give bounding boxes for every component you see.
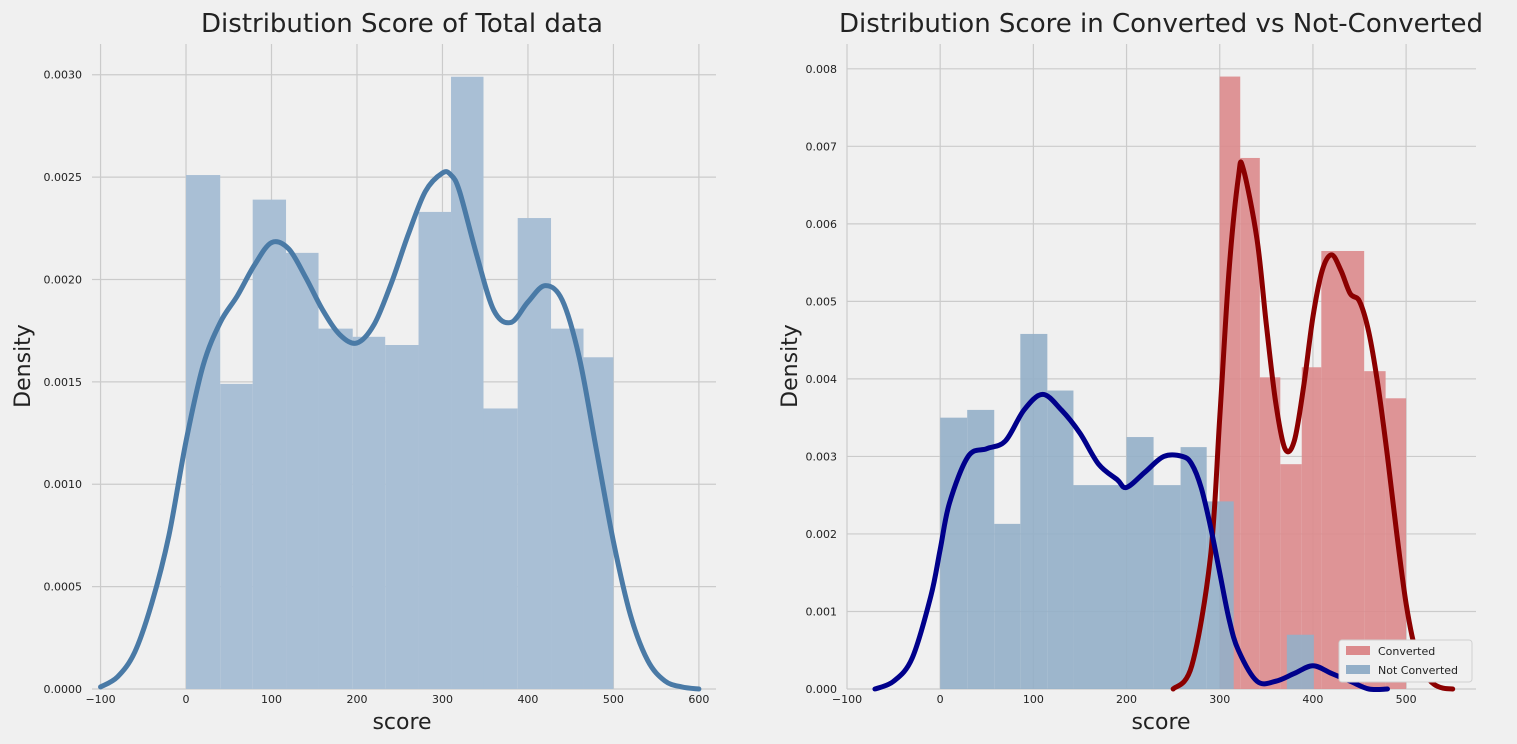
legend-swatch-not-converted	[1346, 665, 1370, 674]
legend-label-converted: Converted	[1378, 645, 1435, 658]
y-tick-label: 0.0005	[44, 581, 83, 594]
histogram-bar	[220, 383, 253, 689]
histogram-bar	[1364, 371, 1386, 689]
histogram-bar	[1301, 367, 1322, 689]
x-tick-label: 200	[346, 693, 367, 706]
y-tick-label: 0.0010	[44, 478, 83, 491]
x-tick-labels: −100 0 100 200 300 400 500	[832, 693, 1417, 706]
histogram-bar	[1259, 377, 1281, 689]
histogram-bar	[1240, 157, 1260, 690]
x-tick-label: −100	[85, 693, 115, 706]
total-distribution-chart: Distribution Score of Total data −100 0 10…	[11, 9, 716, 735]
y-tick-label: 0.0015	[44, 376, 83, 389]
y-tick-label: 0.005	[806, 295, 838, 308]
y-tick-label: 0.001	[806, 605, 838, 618]
histogram-bar	[286, 252, 319, 689]
y-axis-label: Density	[11, 324, 36, 408]
legend-box	[1338, 639, 1473, 683]
x-tick-label: 500	[603, 693, 624, 706]
histogram-bar	[967, 409, 995, 689]
y-tick-label: 0.0020	[44, 273, 83, 286]
histogram-bars	[186, 76, 614, 690]
histogram-bar	[1047, 390, 1074, 689]
chart-title: Distribution Score of Total data	[201, 9, 603, 39]
histogram-bar	[352, 336, 386, 689]
x-tick-label: 400	[1302, 693, 1323, 706]
x-axis-label: score	[1131, 710, 1190, 735]
histogram-bar	[1073, 485, 1127, 689]
kde-curves	[872, 159, 1456, 693]
kde-line	[872, 391, 1390, 693]
x-tick-label: 300	[432, 693, 453, 706]
y-tick-labels: 0.0000 0.0005 0.0010 0.0015 0.0020 0.0025 0.00…	[44, 69, 83, 696]
histogram-bar	[385, 345, 419, 689]
histogram-bar	[1280, 464, 1302, 689]
histogram-bar	[1153, 485, 1181, 689]
x-tick-labels: −100 0 100 200 300 400 500 600	[85, 693, 709, 706]
y-tick-label: 0.0000	[44, 683, 83, 696]
histogram-bar	[1321, 250, 1365, 689]
x-tick-label: 100	[261, 693, 282, 706]
x-tick-label: 600	[688, 693, 709, 706]
x-tick-label: 300	[1209, 693, 1230, 706]
y-tick-label: 0.006	[806, 218, 838, 231]
x-tick-label: 100	[1023, 693, 1044, 706]
x-tick-label: −100	[832, 693, 862, 706]
histogram-bar	[186, 175, 221, 690]
x-tick-label: 200	[1116, 693, 1137, 706]
histogram-bar	[994, 523, 1021, 689]
histogram-bar	[1286, 634, 1314, 689]
y-tick-label: 0.003	[806, 450, 838, 463]
x-tick-label: 0	[937, 693, 944, 706]
chart-title: Distribution Score in Converted vs Not-C…	[839, 9, 1483, 39]
y-tick-label: 0.002	[806, 528, 838, 541]
legend-swatch-converted	[1346, 646, 1370, 655]
y-tick-label: 0.007	[806, 140, 838, 153]
histogram-bar	[451, 76, 484, 689]
y-tick-labels: 0.000 0.001 0.002 0.003 0.004 0.005 0.006 0.007…	[806, 63, 838, 696]
x-axis-label: score	[372, 710, 431, 735]
converted-vs-notconverted-chart: Distribution Score in Converted vs Not-C…	[778, 9, 1483, 735]
y-tick-label: 0.008	[806, 63, 838, 76]
histogram-bar	[1020, 333, 1048, 689]
legend: Converted Not Converted	[1338, 639, 1473, 683]
x-tick-label: 0	[183, 693, 190, 706]
histogram-bar	[551, 328, 584, 689]
kde-line	[1170, 159, 1456, 692]
kde-curves	[98, 169, 702, 692]
y-tick-label: 0.004	[806, 373, 838, 386]
kde-line	[98, 169, 702, 692]
y-tick-label: 0.0030	[44, 69, 83, 82]
histogram-bar	[252, 199, 287, 689]
histogram-bar	[318, 328, 353, 689]
legend-label-not-converted: Not Converted	[1378, 664, 1458, 677]
y-tick-label: 0.000	[806, 683, 838, 696]
histogram-bar	[940, 417, 968, 689]
histogram-bar	[517, 218, 552, 690]
histogram-bar	[418, 211, 452, 689]
y-axis-label: Density	[778, 324, 803, 408]
x-tick-label: 400	[517, 693, 538, 706]
histogram-bar	[483, 408, 518, 689]
x-tick-label: 500	[1396, 693, 1417, 706]
y-tick-label: 0.0025	[44, 171, 83, 184]
